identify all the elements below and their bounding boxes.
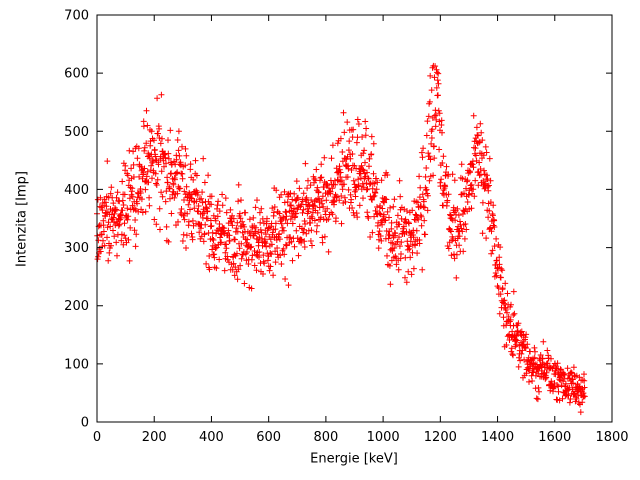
svg-text:200: 200 <box>142 430 167 445</box>
svg-text:0: 0 <box>93 430 101 445</box>
y-axis-title: Intenzita [Imp] <box>14 171 30 267</box>
svg-text:1600: 1600 <box>538 430 571 445</box>
svg-text:600: 600 <box>256 430 281 445</box>
svg-text:400: 400 <box>64 183 89 198</box>
svg-text:700: 700 <box>64 9 89 24</box>
svg-text:300: 300 <box>64 241 89 256</box>
svg-text:1000: 1000 <box>367 430 400 445</box>
svg-text:200: 200 <box>64 299 89 314</box>
svg-text:600: 600 <box>64 67 89 82</box>
svg-text:1800: 1800 <box>595 430 628 445</box>
svg-text:800: 800 <box>313 430 338 445</box>
svg-text:500: 500 <box>64 125 89 140</box>
svg-text:400: 400 <box>199 430 224 445</box>
svg-text:100: 100 <box>64 357 89 372</box>
svg-text:0: 0 <box>81 416 89 431</box>
svg-text:1200: 1200 <box>424 430 457 445</box>
x-axis-title: Energie [keV] <box>310 451 398 467</box>
svg-text:1400: 1400 <box>481 430 514 445</box>
